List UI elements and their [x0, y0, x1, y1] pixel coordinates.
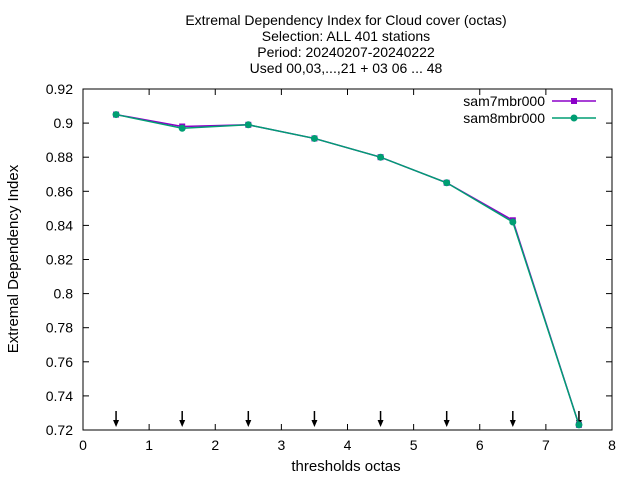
series-line [115, 113, 580, 426]
x-tick-label: 7 [542, 437, 550, 453]
threshold-arrow [509, 411, 516, 427]
series-sam8mbr000 [112, 111, 583, 429]
y-tick-label: 0.78 [46, 320, 73, 336]
legend-label: sam8mbr000 [463, 110, 545, 126]
arrow-head [509, 420, 516, 427]
x-axis-label: thresholds octas [291, 458, 400, 475]
threshold-arrow [245, 411, 252, 427]
threshold-arrow [311, 411, 318, 427]
x-tick-label: 4 [344, 437, 352, 453]
y-tick-label: 0.74 [46, 388, 73, 404]
arrow-head [377, 420, 384, 427]
arrow-head [179, 420, 186, 427]
threshold-arrows [113, 411, 582, 427]
threshold-arrow [443, 411, 450, 427]
threshold-arrow [377, 411, 384, 427]
arrow-head [311, 420, 318, 427]
legend-item: sam8mbr000 [463, 110, 596, 126]
x-axis: 0 1 2 3 4 5 6 7 8 [79, 89, 616, 453]
y-tick-label: 0.8 [54, 286, 74, 302]
series-sam7mbr000 [113, 111, 582, 428]
title-line-3: Period: 20240207-20240222 [257, 44, 435, 60]
title-line-2: Selection: ALL 401 stations [262, 28, 430, 44]
series-line [115, 113, 580, 426]
x-tick-label: 6 [476, 437, 484, 453]
y-axis: 0.72 0.74 0.76 0.78 0.8 0.82 0.84 0.86 0.88 0.9 0.… [46, 81, 612, 438]
arrow-head [245, 420, 252, 427]
x-tick-label: 1 [145, 437, 153, 453]
y-tick-label: 0.84 [46, 217, 73, 233]
legend-item: sam7mbr000 [463, 93, 596, 109]
arrow-head [443, 420, 450, 427]
y-tick-label: 0.86 [46, 183, 73, 199]
y-tick-label: 0.88 [46, 149, 73, 165]
x-tick-label: 2 [211, 437, 219, 453]
title-line-1: Extremal Dependency Index for Cloud cove… [185, 12, 506, 28]
threshold-arrow [179, 411, 186, 427]
y-tick-label: 0.9 [54, 115, 74, 131]
threshold-arrow [113, 411, 120, 427]
data-point [112, 111, 120, 119]
y-tick-label: 0.82 [46, 252, 73, 268]
legend-marker [570, 114, 578, 122]
data-point [575, 421, 583, 429]
plot-frame [82, 88, 613, 431]
title-line-4: Used 00,03,...,21 + 03 06 ... 48 [250, 60, 443, 76]
x-tick-label: 0 [79, 437, 87, 453]
data-point [310, 134, 318, 142]
data-point [244, 121, 252, 129]
data-point [377, 153, 385, 161]
y-tick-label: 0.76 [46, 354, 73, 370]
y-axis-label: Extremal Dependency Index [5, 164, 22, 353]
data-point [443, 179, 451, 187]
x-tick-label: 8 [608, 437, 616, 453]
y-tick-label: 0.72 [46, 422, 73, 438]
y-tick-label: 0.92 [46, 81, 73, 97]
x-tick-label: 5 [410, 437, 418, 453]
chart-title: Extremal Dependency Index for Cloud cove… [185, 12, 506, 76]
data-point [178, 124, 186, 132]
legend-label: sam7mbr000 [463, 93, 545, 109]
arrow-head [113, 420, 120, 427]
x-tick-label: 3 [277, 437, 285, 453]
series-layer [112, 111, 583, 429]
legend-marker [571, 98, 577, 104]
data-point [509, 218, 517, 226]
